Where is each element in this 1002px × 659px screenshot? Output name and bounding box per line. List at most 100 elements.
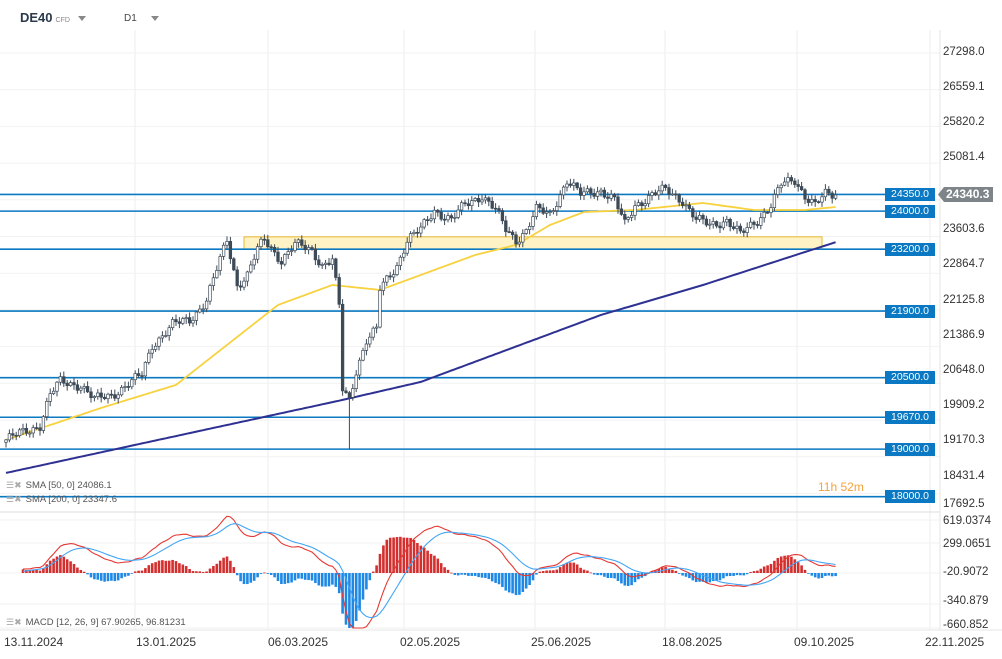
candle-body	[548, 211, 552, 214]
candle-body	[119, 387, 124, 396]
candle	[296, 238, 301, 248]
macd-histogram-bar	[137, 570, 140, 573]
macd-histogram-bar	[531, 573, 535, 581]
candle	[344, 387, 348, 394]
candle	[446, 212, 450, 223]
candle	[55, 381, 59, 397]
macd-histogram-bar	[147, 565, 151, 573]
price-axis-label: 22125.8	[943, 294, 985, 306]
macd-histogram-bar	[324, 573, 327, 587]
candles	[4, 172, 838, 450]
candle	[419, 222, 423, 238]
menu-icon[interactable]: ☰✖	[6, 494, 22, 504]
legend-macd[interactable]: ☰✖ MACD [12, 26, 9] 67.90265, 96.81231	[6, 617, 186, 628]
candle	[708, 218, 712, 230]
menu-icon[interactable]: ☰✖	[6, 617, 22, 627]
candle-body	[653, 192, 658, 196]
macd-histogram-bar	[232, 567, 236, 573]
macd-histogram-bar	[171, 559, 174, 573]
macd-histogram-bar	[246, 573, 249, 585]
candle-body	[646, 195, 651, 205]
macd-histogram-bar	[800, 565, 803, 573]
symbol-selector[interactable]: DE40 CFD	[20, 10, 86, 25]
candle-body	[276, 251, 280, 262]
candle	[354, 369, 358, 393]
macd-histogram-bar	[344, 573, 348, 625]
candle-body	[510, 231, 515, 236]
candle	[116, 391, 120, 404]
macd-histogram-bar	[72, 563, 76, 573]
candle	[704, 215, 709, 228]
macd-histogram-bar	[106, 573, 110, 582]
candle	[687, 201, 692, 211]
candle	[483, 194, 488, 204]
candle-body	[429, 218, 433, 221]
candle	[140, 371, 144, 381]
candle-body	[51, 390, 56, 394]
macd-histogram-bar	[725, 573, 729, 577]
candle	[211, 273, 216, 291]
candle-body	[65, 382, 69, 387]
candle-body	[609, 194, 613, 199]
candle-body	[157, 337, 161, 347]
candle	[653, 189, 658, 197]
candle-body	[748, 221, 753, 228]
candle	[442, 214, 447, 226]
candle-body	[731, 226, 736, 229]
candle-body	[398, 256, 403, 266]
macd-histogram-bar	[65, 559, 69, 573]
candle-body	[368, 336, 372, 345]
candle-body	[252, 258, 256, 266]
candle-timer: 11h 52m	[818, 480, 864, 494]
current-price-tag: 24340.3	[938, 187, 994, 202]
macd-histogram-bar	[623, 573, 627, 586]
candle-body	[592, 193, 596, 197]
candle	[599, 187, 603, 197]
macd-histogram-bar	[626, 573, 630, 586]
macd-histogram-bar	[378, 553, 382, 573]
candle-body	[17, 429, 22, 436]
sma50-line	[5, 202, 836, 441]
macd-histogram-bar	[688, 573, 691, 579]
candle-body	[347, 392, 352, 398]
macd-histogram-bar	[739, 573, 742, 576]
candle-body	[259, 238, 263, 248]
candle-body	[337, 277, 341, 305]
candle-body	[691, 208, 695, 218]
legend-sma200[interactable]: ☰✖ SMA [200, 0] 23347.6	[6, 494, 117, 505]
candle-body	[561, 186, 566, 196]
candle	[755, 220, 760, 229]
candle	[582, 186, 586, 200]
macd-histogram-bar	[59, 555, 62, 573]
time-axis-label: 18.08.2025	[662, 635, 723, 649]
macd-histogram-bar	[96, 573, 100, 580]
macd-histogram-bar	[327, 573, 331, 587]
candle	[310, 245, 314, 251]
macd-histogram-bar	[273, 573, 276, 578]
candle	[436, 209, 440, 217]
sma200-line	[5, 241, 836, 474]
candle-body	[755, 224, 760, 226]
candle-body	[89, 391, 93, 399]
candle-body	[48, 393, 52, 402]
candle-body	[524, 229, 528, 234]
legend-sma50[interactable]: ☰✖ SMA [50, 0] 24086.1	[6, 480, 112, 491]
candle	[820, 192, 824, 207]
candle-body	[191, 320, 195, 324]
timeframe-selector[interactable]: D1	[124, 13, 159, 24]
macd-histogram-bar	[123, 573, 127, 577]
candle-body	[619, 208, 624, 215]
macd-histogram-bar	[674, 570, 678, 573]
candle-body	[830, 192, 834, 199]
candle	[718, 222, 722, 234]
candle	[646, 190, 651, 208]
menu-icon[interactable]: ☰✖	[6, 480, 22, 490]
candle	[463, 199, 467, 207]
candle	[184, 314, 188, 324]
macd-axis-label: -660.852	[943, 619, 989, 631]
candle	[643, 198, 647, 210]
candle	[276, 246, 280, 264]
candle-body	[279, 261, 284, 265]
candle	[670, 188, 675, 196]
